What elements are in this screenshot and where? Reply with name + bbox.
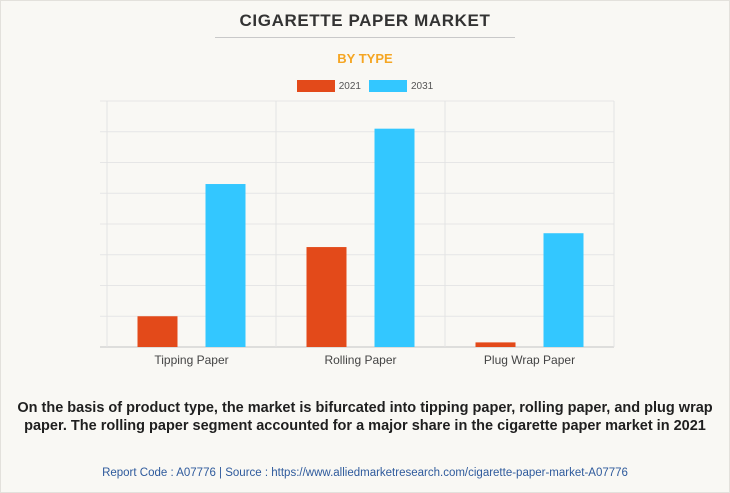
bar-2021-plug-wrap-paper [475,342,516,347]
legend-item-2031[interactable]: 2031 [369,80,433,92]
bar-2031-rolling-paper [374,128,415,347]
bar-2021-rolling-paper [306,247,347,347]
legend: 2021 2031 [0,80,730,92]
legend-label-2021: 2021 [338,80,361,92]
chart-description: On the basis of product type, the market… [17,400,713,434]
bar-2031-plug-wrap-paper [543,233,584,347]
legend-swatch-2031 [369,80,407,92]
legend-label-2031: 2031 [411,80,434,92]
legend-item-2021[interactable]: 2021 [296,80,361,92]
chart-subtitle: BY TYPE [337,51,393,66]
source-line[interactable]: Report Code : A07776 | Source : https://… [102,467,628,479]
x-tick-label: Tipping Paper [154,353,228,367]
legend-swatch-2021 [296,80,335,92]
bar-2021-tipping-paper [137,316,178,347]
bar-chart: Tipping Paper Rolling Paper Plug Wrap Pape… [100,100,615,367]
x-tick-label: Rolling Paper [324,353,396,367]
title-divider [215,37,515,38]
x-tick-label: Plug Wrap Paper [484,353,575,367]
chart-title: CIGARETTE PAPER MARKET [239,11,491,30]
bar-2031-tipping-paper [205,184,246,347]
